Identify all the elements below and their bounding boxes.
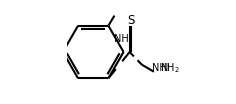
Text: NH$_2$: NH$_2$: [160, 61, 179, 75]
Text: NH: NH: [114, 34, 129, 44]
Text: S: S: [127, 14, 134, 27]
Text: NH: NH: [152, 63, 167, 73]
